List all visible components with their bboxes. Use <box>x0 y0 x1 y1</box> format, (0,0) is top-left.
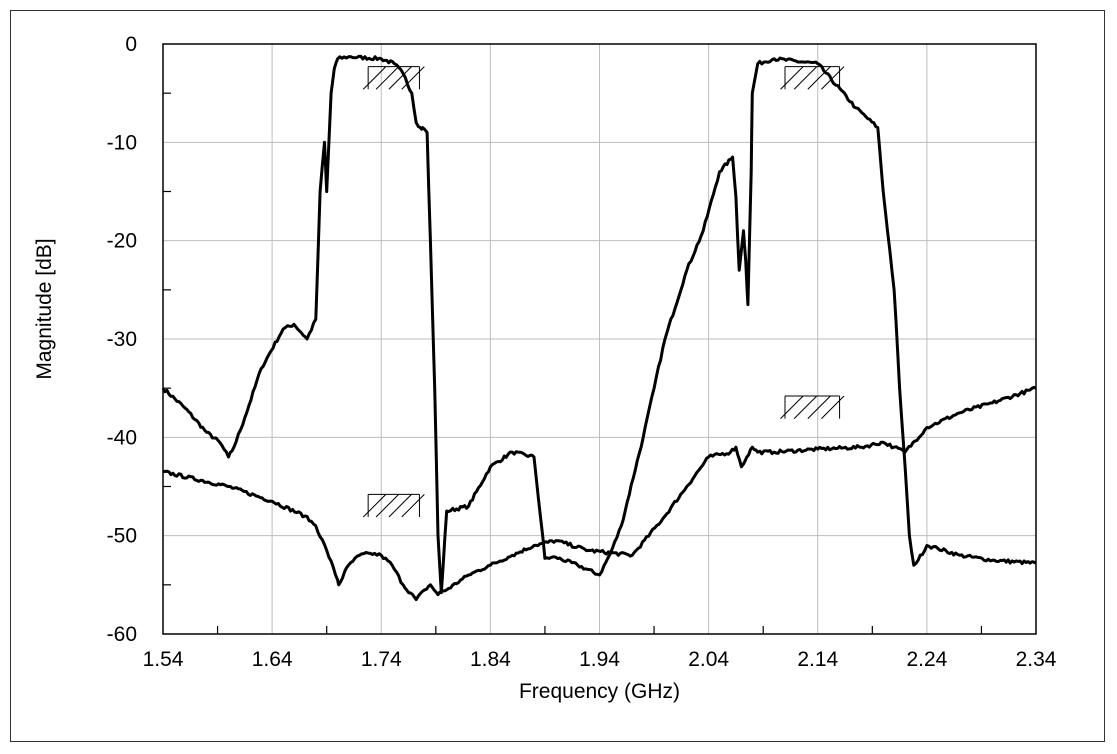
y-tick-label: -30 <box>107 328 137 351</box>
hatch-box-2 <box>780 66 845 90</box>
y-tick-label: -20 <box>107 230 137 253</box>
series-line-2 <box>162 385 1037 602</box>
hatch-stroke <box>780 66 804 90</box>
hatch-stroke <box>821 395 845 420</box>
hatch-stroke <box>362 66 387 90</box>
plot-area-border <box>162 43 1037 635</box>
x-tick-label: 2.14 <box>797 648 838 671</box>
y-tick-labels: 0 -10 -20 -30 -40 -50 -60 <box>107 33 137 646</box>
y-tick-label: -10 <box>107 131 137 154</box>
hatch-stroke <box>780 395 804 420</box>
x-axis-label: Frequency (GHz) <box>519 680 680 703</box>
y-tick-label: 0 <box>125 33 137 56</box>
x-tick-label: 2.24 <box>906 648 947 671</box>
y-tick-label: -60 <box>107 623 137 646</box>
line-chart: 1.54 1.64 1.74 1.84 1.94 2.04 2.14 2.24 2.34 0 -1… <box>33 33 1057 703</box>
x-tick-label: 2.34 <box>1016 648 1057 671</box>
series-layer <box>161 54 1037 602</box>
series-line-1 <box>161 54 1037 595</box>
x-tick-label: 1.64 <box>252 648 293 671</box>
x-tick-label: 1.84 <box>470 648 511 671</box>
y-tick-label: -40 <box>107 426 137 449</box>
x-tick-label: 1.94 <box>579 648 620 671</box>
hatch-stroke <box>807 66 831 90</box>
hatch-box-1 <box>362 66 425 90</box>
hatch-stroke <box>401 494 425 518</box>
x-tick-label: 1.54 <box>143 648 184 671</box>
hatch-stroke <box>793 66 818 90</box>
hatch-stroke <box>388 494 412 518</box>
y-tick-label: -50 <box>107 525 137 548</box>
x-tick-labels: 1.54 1.64 1.74 1.84 1.94 2.04 2.14 2.24 2.34 <box>143 648 1057 671</box>
hatch-stroke <box>388 66 412 90</box>
hatch-stroke <box>821 66 845 90</box>
annotation-layer <box>362 66 845 518</box>
hatch-stroke <box>793 395 818 420</box>
chart-frame: 1.54 1.64 1.74 1.84 1.94 2.04 2.14 2.24 2.34 0 -1… <box>10 10 1105 742</box>
hatch-stroke <box>375 494 400 518</box>
hatch-box-4 <box>780 395 845 420</box>
grid-lines <box>162 43 1037 635</box>
hatch-stroke <box>362 494 387 518</box>
hatch-stroke <box>807 395 831 420</box>
minor-ticks <box>163 92 983 634</box>
hatch-stroke <box>401 66 425 90</box>
x-tick-label: 2.04 <box>688 648 729 671</box>
y-axis-label: Magnitude [dB] <box>33 238 56 379</box>
hatch-box-3 <box>362 493 425 518</box>
x-tick-label: 1.74 <box>361 648 402 671</box>
hatch-stroke <box>375 66 400 90</box>
